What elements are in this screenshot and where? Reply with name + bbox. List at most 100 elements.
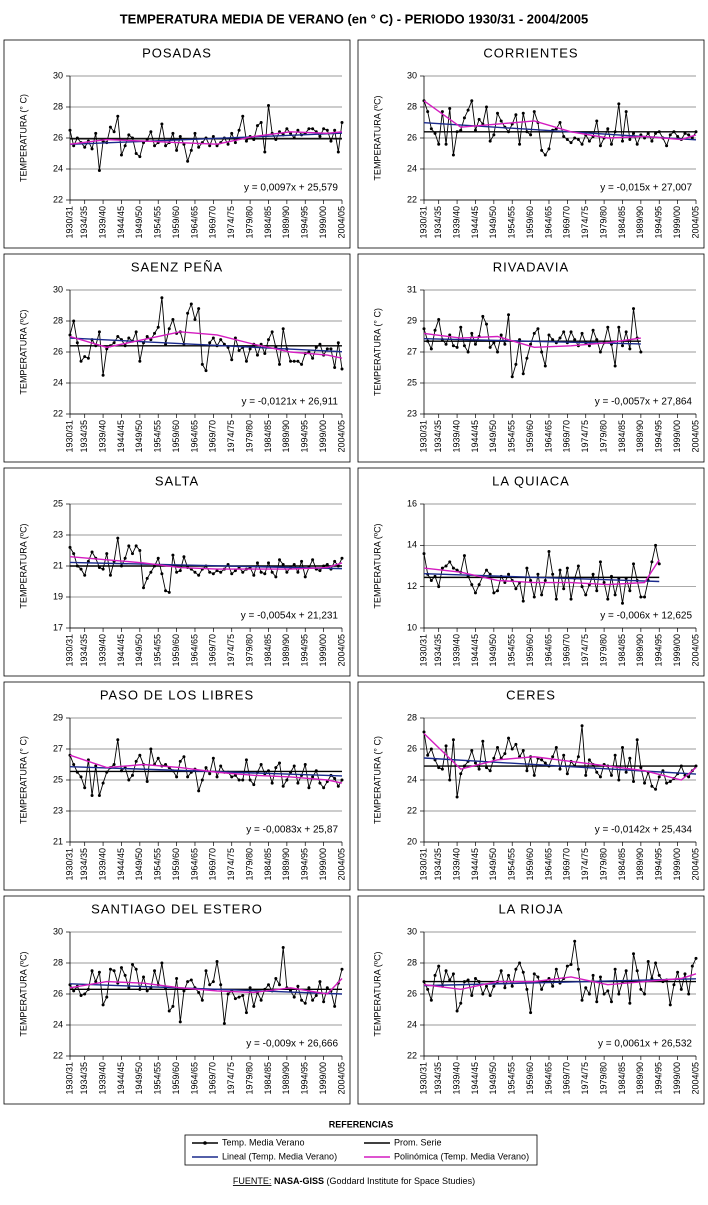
- x-tick-label: 2004/05: [690, 848, 700, 881]
- data-point: [694, 956, 698, 960]
- data-point: [233, 569, 237, 573]
- data-point: [569, 141, 573, 145]
- data-point: [311, 775, 315, 779]
- data-point: [72, 144, 76, 148]
- data-point: [112, 763, 116, 766]
- data-point: [156, 556, 160, 560]
- x-tick-label: 1984/85: [263, 420, 273, 453]
- data-point: [193, 317, 197, 321]
- x-tick-label: 1989/90: [635, 1062, 645, 1095]
- y-tick-label: 28: [53, 101, 63, 111]
- chart-title: POSADAS: [142, 45, 212, 60]
- data-point: [591, 328, 595, 332]
- data-point: [142, 586, 146, 590]
- data-point: [145, 335, 149, 338]
- data-point: [536, 572, 540, 576]
- data-point: [164, 589, 168, 593]
- data-point: [333, 1004, 337, 1008]
- x-tick-label: 2004/05: [336, 206, 346, 239]
- data-point: [540, 593, 544, 597]
- data-point: [481, 992, 485, 996]
- data-point: [529, 342, 533, 346]
- trend-line: [423, 572, 660, 583]
- data-point: [665, 781, 669, 785]
- data-point: [138, 359, 142, 363]
- y-tick-label: 27: [53, 743, 63, 753]
- data-point: [525, 356, 529, 360]
- data-point: [525, 987, 529, 991]
- data-point: [244, 359, 248, 363]
- x-tick-label: 1999/00: [318, 848, 328, 881]
- data-point: [325, 128, 329, 132]
- data-point: [587, 758, 591, 762]
- x-tick-label: 1969/70: [562, 634, 572, 667]
- data-point: [481, 314, 485, 318]
- data-point: [422, 730, 426, 734]
- data-point: [175, 148, 179, 152]
- data-point: [108, 125, 112, 129]
- data-point: [448, 978, 452, 982]
- data-point: [477, 583, 481, 587]
- y-tick-label: 17: [53, 622, 63, 632]
- x-tick-label: 1984/85: [617, 206, 627, 239]
- y-axis-label: TEMPERATURA (ºC): [372, 951, 382, 1036]
- data-point: [116, 738, 120, 742]
- x-tick-label: 1984/85: [263, 848, 273, 881]
- data-point: [499, 119, 503, 123]
- x-tick-label: 1949/50: [134, 1062, 144, 1095]
- data-point: [145, 576, 149, 580]
- data-point: [609, 773, 613, 777]
- data-point: [551, 755, 555, 759]
- data-point: [437, 142, 441, 146]
- x-tick-label: 1954/55: [507, 1062, 517, 1095]
- x-tick-label: 2004/05: [690, 420, 700, 453]
- y-tick-label: 28: [407, 957, 417, 967]
- data-point: [325, 562, 329, 566]
- data-point: [521, 111, 525, 115]
- data-point: [477, 117, 481, 121]
- data-point: [171, 317, 175, 321]
- data-point: [270, 781, 274, 785]
- data-point: [340, 967, 344, 971]
- trend-line: [69, 132, 343, 146]
- chart-panel: CORRIENTES TEMPERATURA (ºC) 22 24 26 28 30 1930…: [357, 39, 705, 249]
- data-point: [484, 984, 488, 988]
- data-point: [507, 973, 511, 977]
- data-point: [79, 994, 83, 998]
- data-point: [336, 341, 340, 345]
- data-point: [521, 970, 525, 974]
- data-point: [211, 980, 215, 984]
- data-point: [632, 780, 636, 784]
- data-point: [233, 141, 237, 145]
- data-point: [462, 116, 466, 120]
- data-point: [325, 986, 329, 990]
- y-tick-label: 16: [407, 498, 417, 508]
- source-label: FUENTE:: [233, 1176, 272, 1186]
- data-point: [565, 772, 569, 776]
- data-point: [643, 595, 647, 599]
- data-point: [178, 1020, 182, 1024]
- data-point: [178, 759, 182, 763]
- y-tick-label: 22: [407, 194, 417, 204]
- trend-line: [69, 131, 343, 145]
- data-point: [171, 131, 175, 135]
- panel-frame: [357, 895, 705, 1105]
- data-point: [529, 133, 533, 137]
- x-tick-label: 1989/90: [635, 848, 645, 881]
- data-point: [654, 787, 658, 791]
- page-title: TEMPERATURA MEDIA DE VERANO (en ° C) - P…: [120, 11, 589, 26]
- trend-line: [423, 732, 697, 781]
- y-tick-label: 26: [407, 132, 417, 142]
- data-point: [134, 967, 138, 971]
- y-axis-label: TEMPERATURA (° C): [372, 308, 382, 396]
- y-tick-label: 24: [407, 1019, 417, 1029]
- y-tick-label: 27: [407, 346, 417, 356]
- data-point: [429, 127, 433, 131]
- data-point: [208, 772, 212, 776]
- data-point: [105, 995, 109, 999]
- data-point: [521, 599, 525, 603]
- data-point: [426, 110, 430, 114]
- y-tick-label: 30: [53, 70, 63, 80]
- data-point: [90, 969, 94, 973]
- data-point: [481, 739, 485, 743]
